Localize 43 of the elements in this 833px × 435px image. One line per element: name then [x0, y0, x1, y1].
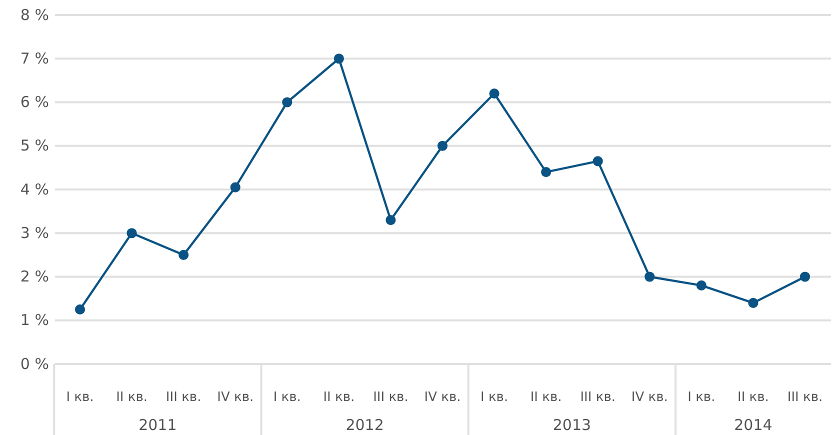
- text: 2011: [138, 416, 177, 434]
- point: [437, 140, 448, 151]
- x-tick-label: IV кв.: [631, 390, 668, 406]
- x-tick-label: I кв.: [688, 390, 716, 406]
- point: [592, 156, 603, 166]
- point: [489, 88, 500, 99]
- x-tick-label: III кв.: [580, 390, 616, 406]
- y-tick-label: 2 %: [20, 268, 49, 286]
- point: [230, 182, 240, 192]
- x-tick-label: IV кв.: [217, 390, 254, 406]
- text: 2013: [552, 416, 592, 434]
- point: [282, 97, 292, 108]
- x-tick-label: II кв.: [737, 390, 769, 406]
- point: [74, 304, 86, 315]
- y-tick-label: 8 %: [20, 6, 49, 24]
- x-tick-label: II кв.: [323, 390, 355, 406]
- x-tick-label: IV кв.: [424, 390, 461, 406]
- x-tick-label: III кв.: [373, 390, 408, 406]
- point: [541, 167, 552, 178]
- y-tick-label: 5 %: [20, 136, 49, 155]
- point: [644, 272, 655, 282]
- point: [334, 54, 344, 64]
- y-tick-label: 0 %: [20, 354, 49, 373]
- x-tick-label: I кв.: [66, 390, 94, 406]
- point: [386, 215, 396, 226]
- point: [748, 298, 758, 308]
- text: 2014: [734, 416, 772, 434]
- x-tick-label: II кв.: [530, 390, 562, 406]
- y-tick-label: 4 %: [20, 180, 49, 198]
- y-tick-label: 7 %: [20, 49, 49, 68]
- y-tick-label: 1 %: [20, 311, 49, 330]
- point: [696, 280, 706, 291]
- x-tick-label: III кв.: [166, 390, 202, 406]
- x-tick-label: I кв.: [273, 390, 301, 406]
- x-tick-label: I кв.: [480, 390, 508, 406]
- point: [800, 272, 810, 282]
- y-tick-label: 6 %: [20, 93, 49, 112]
- point: [126, 228, 137, 238]
- text: 2012: [346, 416, 384, 434]
- y-tick-label: 3 %: [20, 224, 49, 242]
- x-tick-label: II кв.: [116, 390, 148, 406]
- x-tick-label: III кв.: [787, 390, 823, 406]
- point: [178, 250, 189, 260]
